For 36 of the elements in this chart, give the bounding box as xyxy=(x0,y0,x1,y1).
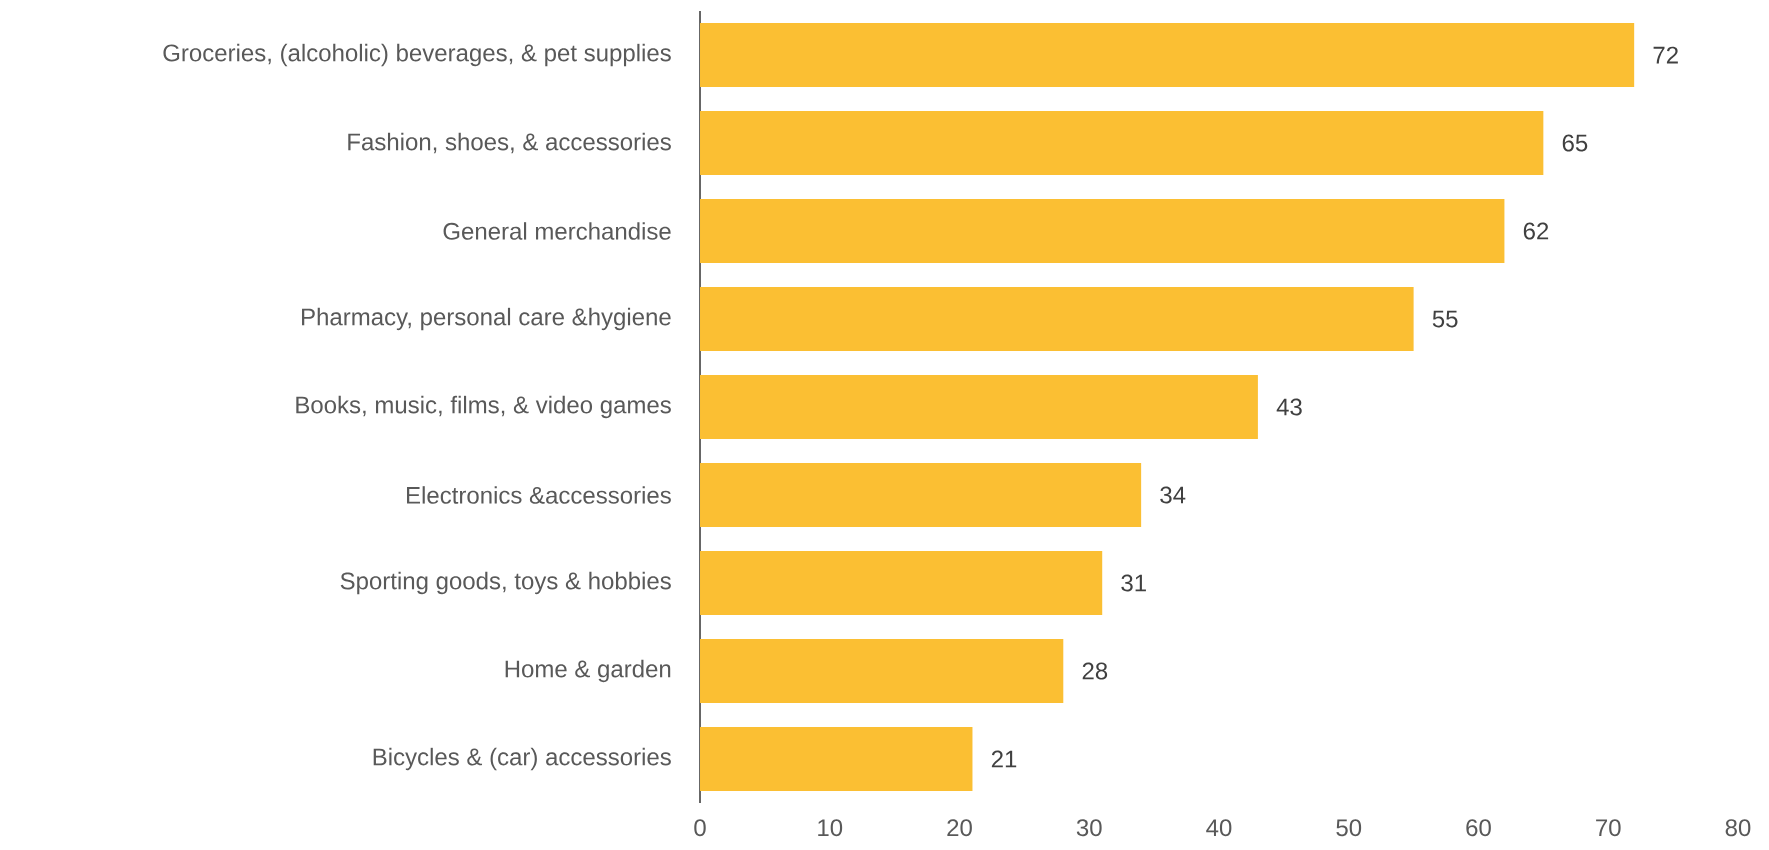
data-label: 55 xyxy=(1432,310,1458,328)
bar xyxy=(700,727,973,791)
bar xyxy=(700,463,1142,527)
bar xyxy=(700,23,1635,87)
y-tick-label: General merchandise xyxy=(443,222,671,240)
y-tick-label: Home & garden xyxy=(505,659,671,683)
y-tick-label: Groceries, (alcoholic) beverages, & pet supplies xyxy=(163,43,671,67)
data-label: 43 xyxy=(1276,398,1302,416)
x-tick-label: 50 xyxy=(1336,819,1362,837)
x-tick-label: 40 xyxy=(1206,819,1232,837)
x-tick-label: 30 xyxy=(1076,819,1102,837)
y-tick-label: Pharmacy, personal care &hygiene xyxy=(302,307,671,331)
data-label: 28 xyxy=(1082,662,1108,680)
data-label: 34 xyxy=(1160,486,1186,504)
y-tick-label: Bicycles & (car) accessories xyxy=(373,747,671,771)
data-label: 31 xyxy=(1121,574,1146,592)
x-tick-label: 20 xyxy=(947,819,972,837)
y-tick-label: Fashion, shoes, & accessories xyxy=(348,132,671,154)
x-tick-label: 60 xyxy=(1466,819,1491,837)
x-tick-label: 10 xyxy=(818,819,843,837)
bar xyxy=(700,375,1258,439)
bar xyxy=(700,639,1064,703)
bar xyxy=(700,287,1414,351)
data-label: 21 xyxy=(991,750,1017,768)
y-tick-label: Sporting goods, toys & hobbies xyxy=(340,571,671,595)
data-label: 62 xyxy=(1523,222,1549,240)
y-tick-label: Books, music, films, & video games xyxy=(296,395,671,419)
bar xyxy=(700,199,1505,263)
bar xyxy=(700,551,1103,615)
x-tick-label: 80 xyxy=(1725,819,1751,837)
bar xyxy=(700,111,1544,175)
data-label: 72 xyxy=(1653,46,1678,64)
x-tick-label: 0 xyxy=(694,819,706,837)
y-tick-label: Electronics &accessories xyxy=(407,486,671,504)
data-label: 65 xyxy=(1562,134,1588,152)
x-tick-label: 70 xyxy=(1596,819,1621,837)
